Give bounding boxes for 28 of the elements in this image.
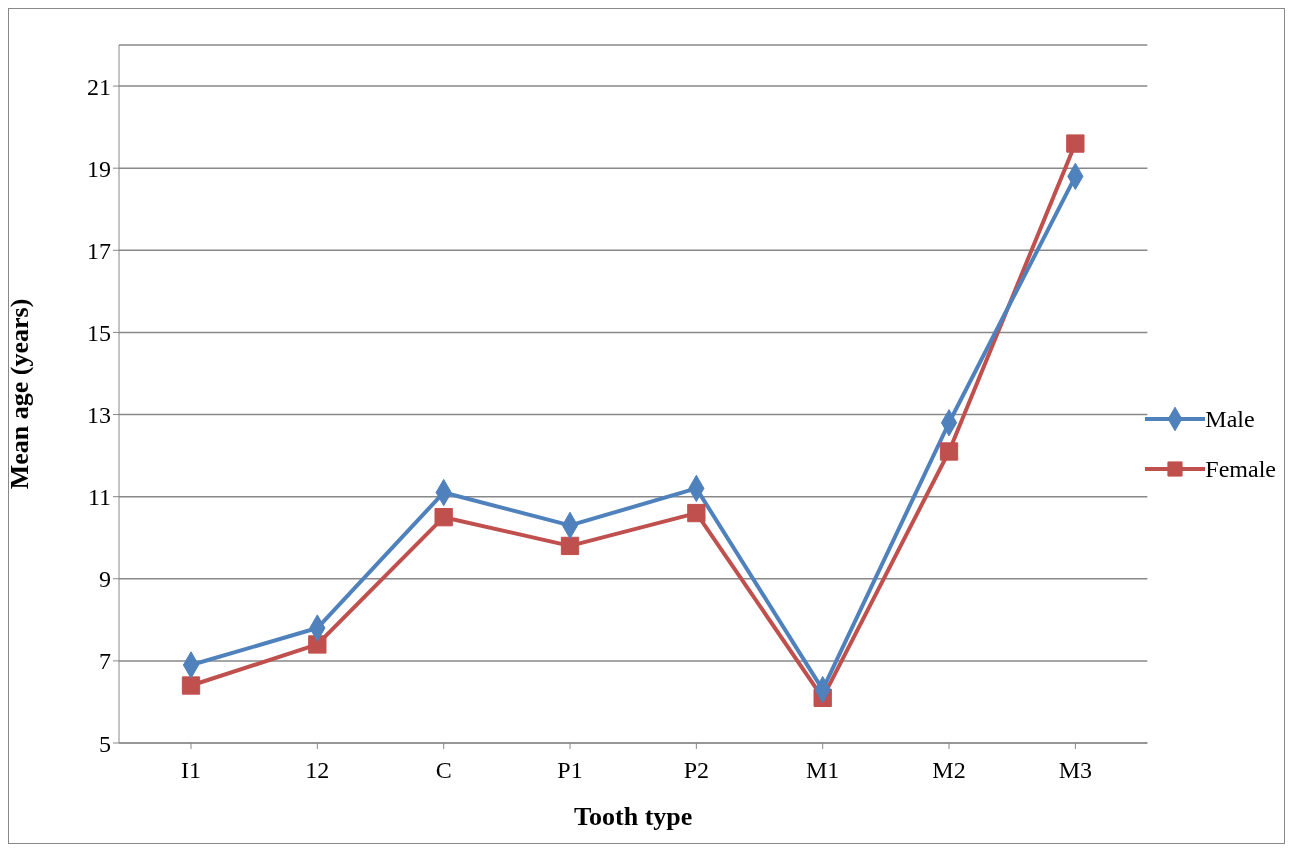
- x-tick-label: M2: [932, 757, 966, 784]
- legend-label: Male: [1205, 405, 1255, 433]
- y-tick-label: 5: [99, 730, 111, 757]
- x-tick-label: P1: [557, 757, 583, 784]
- y-tick-label: 15: [87, 319, 111, 346]
- x-tick-label: C: [435, 757, 452, 784]
- point: [308, 635, 327, 654]
- point: [181, 676, 201, 695]
- y-tick-label: 17: [87, 237, 111, 264]
- point: [687, 503, 706, 523]
- point: [1066, 134, 1085, 153]
- x-tick-label: 12: [305, 757, 330, 784]
- x-tick-label: I1: [181, 757, 201, 784]
- y-tick-label: 7: [99, 648, 111, 675]
- point: [434, 508, 453, 527]
- y-tick-label: 13: [87, 402, 111, 429]
- x-tick-label: M1: [806, 757, 840, 784]
- x-axis-title: Tooth type: [574, 802, 693, 831]
- y-tick-label: 11: [87, 484, 111, 511]
- y-tick-label: 9: [99, 566, 111, 593]
- legend-label: Female: [1205, 455, 1276, 483]
- point: [560, 536, 580, 556]
- point: [939, 442, 959, 461]
- y-axis-title: Mean age (years): [5, 298, 35, 490]
- y-tick-label: 21: [87, 73, 111, 100]
- x-tick-label: M3: [1058, 757, 1093, 784]
- x-tick-label: P2: [683, 757, 710, 784]
- y-tick-label: 19: [87, 155, 111, 182]
